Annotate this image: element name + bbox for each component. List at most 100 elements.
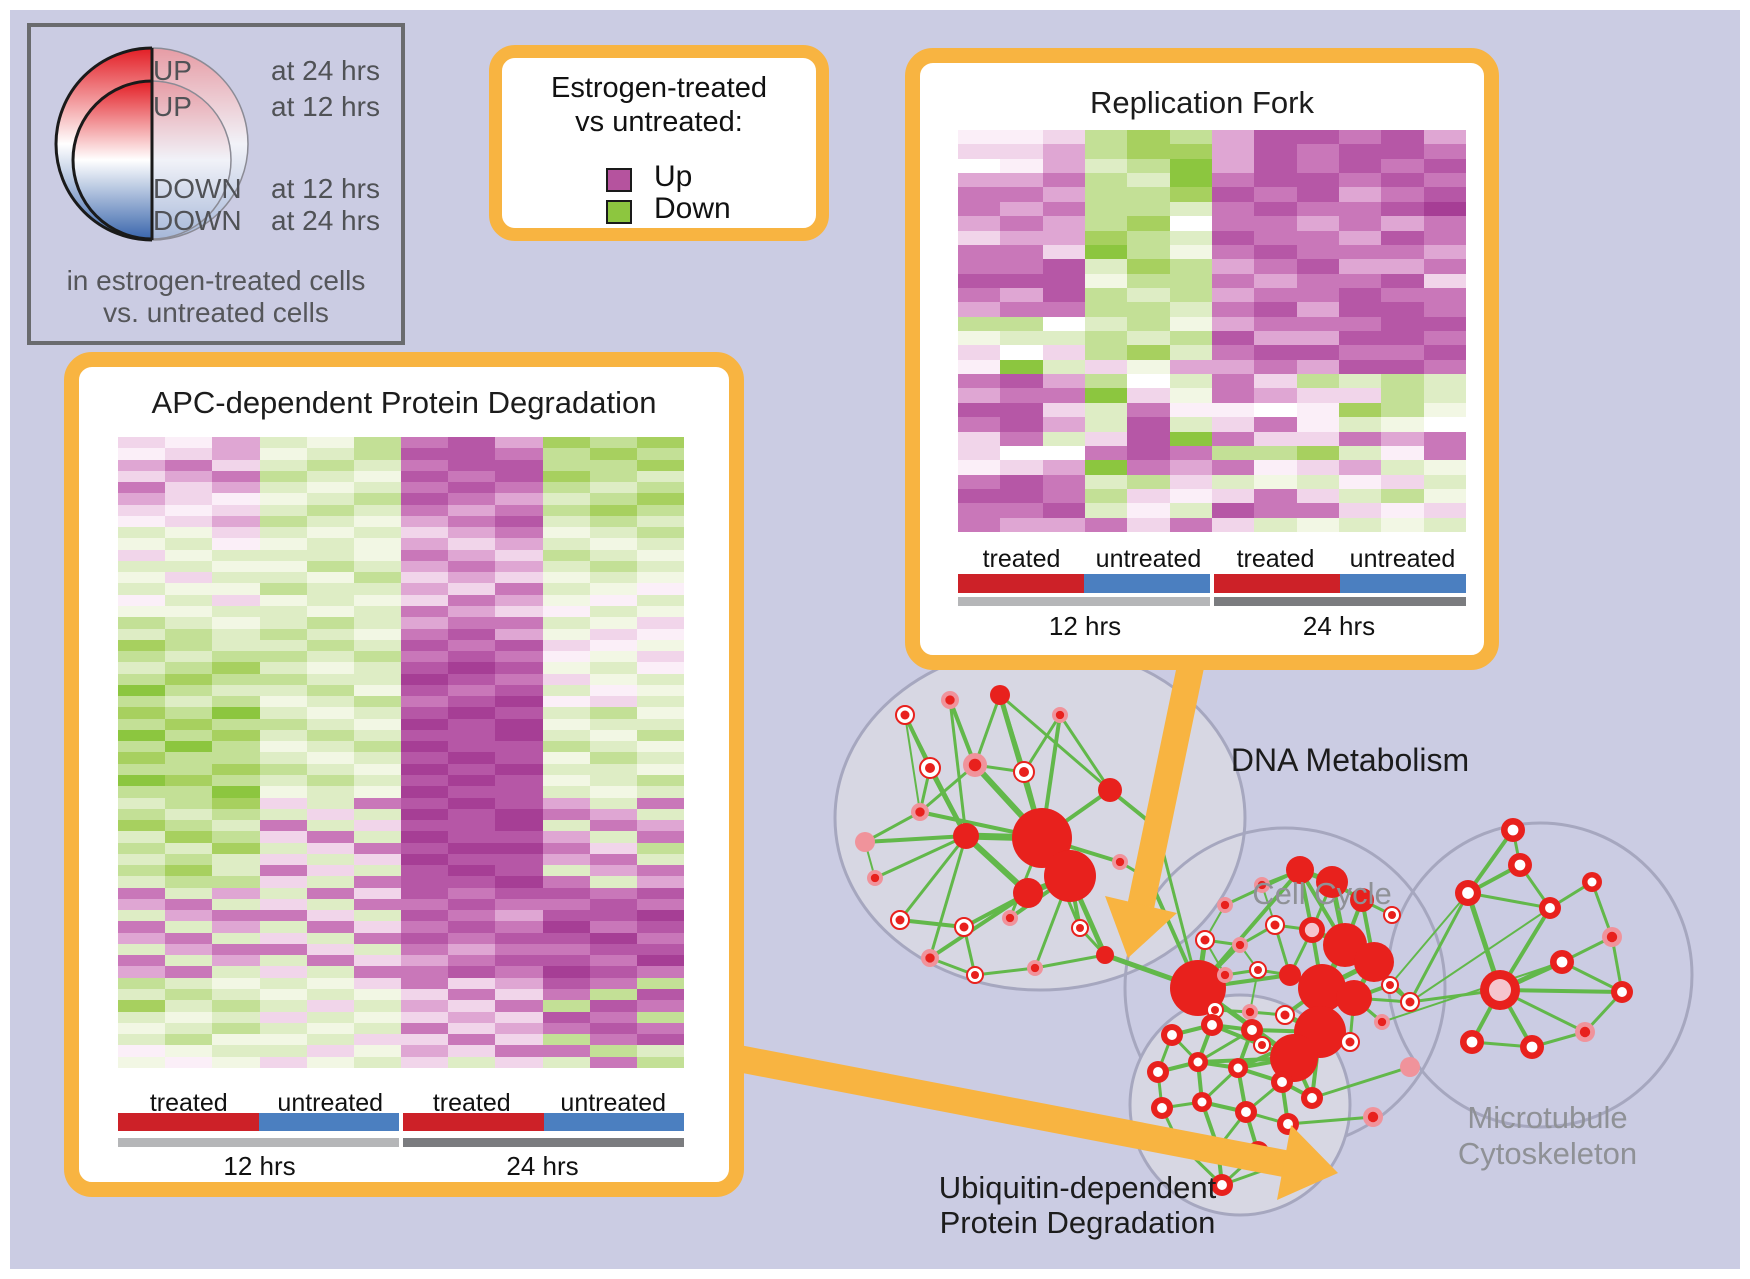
network-node-halo <box>954 917 974 937</box>
ring-legend-time-12b: at 12 hrs <box>271 173 380 204</box>
condition-bar <box>543 1113 684 1131</box>
heatmap-row <box>118 515 685 528</box>
arrow-head <box>1105 896 1177 958</box>
network-node-pinkring <box>1217 967 1233 983</box>
ring-legend-box: UP at 24 hrs UP at 12 hrs DOWN at 12 hrs… <box>27 23 405 345</box>
heatmap-row <box>958 316 1466 332</box>
heatmap-row <box>118 1011 685 1023</box>
heatmap-row <box>958 130 1466 145</box>
heatmap-row <box>118 989 685 1001</box>
time-bar <box>118 1138 399 1147</box>
network-node-pinkring <box>1217 897 1233 913</box>
ring-legend-time-24b: at 24 hrs <box>271 205 380 236</box>
condition-label: treated <box>432 1089 511 1117</box>
heatmap-row <box>118 617 685 629</box>
network-node-solid <box>1013 878 1043 908</box>
heatmap-row <box>118 437 685 449</box>
condition-label: treated <box>982 545 1061 573</box>
condition-labels: treated untreated treated untreated <box>118 1089 684 1117</box>
network-node-pinkring <box>1374 1014 1390 1030</box>
network-node-target <box>1192 1092 1212 1112</box>
heatmap-row <box>958 374 1466 389</box>
condition-label: untreated <box>277 1089 384 1117</box>
network-node-halo <box>966 966 984 984</box>
network-node-solid <box>1012 808 1072 868</box>
network-node-target <box>1211 1174 1233 1196</box>
network-node-target <box>1161 1024 1183 1046</box>
heatmap-row <box>118 707 685 719</box>
network-node-solid <box>953 823 979 849</box>
ubiquitin-degradation-label: Ubiquitin-dependent Protein Degradation <box>900 1170 1255 1240</box>
network-node-pinkring <box>921 949 939 967</box>
network-node-solid <box>1298 964 1346 1012</box>
condition-label: treated <box>1236 545 1315 573</box>
heatmap-row <box>958 201 1466 217</box>
condition-bar <box>1084 574 1210 593</box>
network-node-halo <box>1265 915 1285 935</box>
cell-cycle-label: Cell Cycle <box>1252 876 1392 911</box>
ring-legend-caption-2: vs. untreated cells <box>103 297 329 328</box>
heatmap-row <box>118 1022 685 1035</box>
network-node-halo <box>1071 919 1089 937</box>
time-bar <box>1214 597 1466 606</box>
heatmap-row <box>118 898 685 911</box>
network-node-pinkring <box>1602 927 1622 947</box>
up-label: Up <box>654 160 693 193</box>
heatmap-row <box>958 359 1466 375</box>
heatmap-row <box>118 831 685 843</box>
network-node-halo <box>1381 976 1399 994</box>
heatmap-row <box>118 943 685 956</box>
network-node-solid <box>1354 942 1394 982</box>
condition-labels: treated untreated treated untreated <box>958 545 1466 573</box>
heatmap-row <box>118 842 685 854</box>
up-swatch <box>606 168 632 192</box>
network-node-target <box>1550 950 1574 974</box>
heatmap-row <box>118 752 685 764</box>
network-node-target <box>1241 1019 1263 1041</box>
heatmap-row <box>118 482 685 494</box>
network-node-bigpink <box>1299 917 1325 943</box>
network-node-solid <box>1096 946 1114 964</box>
heatmap-row <box>118 459 685 471</box>
heatmap-row <box>958 158 1466 174</box>
network-node-target <box>1301 1087 1323 1109</box>
network-node-target <box>1582 872 1602 892</box>
heatmap-row <box>958 417 1466 432</box>
network-node-solid <box>1270 1034 1318 1082</box>
network-node-target <box>1501 818 1525 842</box>
network-node-solid <box>1279 964 1301 986</box>
heatmap-row <box>118 572 685 584</box>
network-node-halo <box>1340 1032 1360 1052</box>
heatmap-row <box>958 460 1466 475</box>
network-node-halo <box>1383 906 1401 924</box>
network-node-pinkring <box>1027 960 1043 976</box>
time-bar <box>958 597 1210 606</box>
network-node-halo <box>1275 1005 1295 1025</box>
network-node-target <box>1147 1061 1169 1083</box>
network-node-pinkring <box>867 870 883 886</box>
network-node-target <box>1151 1097 1173 1119</box>
heatmap-row <box>958 431 1466 446</box>
condition-bars <box>958 574 1466 593</box>
time-labels: 12 hrs 24 hrs <box>958 611 1466 641</box>
time-label: 12 hrs <box>223 1151 296 1181</box>
heatmap-row <box>118 549 685 561</box>
network-node-target <box>1460 1030 1484 1054</box>
network-node-pinkring <box>1002 910 1018 926</box>
heatmap-row <box>958 474 1466 489</box>
ring-legend-time-24: at 24 hrs <box>271 55 380 86</box>
network-node-solid <box>1316 866 1348 898</box>
network-node-halo <box>1249 961 1267 979</box>
heatmap-row <box>118 741 685 753</box>
network-node-target <box>1611 981 1633 1003</box>
network-node-solid <box>1044 850 1096 902</box>
time-label: 24 hrs <box>1302 611 1376 641</box>
network-node-halo <box>895 705 915 725</box>
heatmap-row <box>958 402 1466 418</box>
heatmap-row <box>118 493 685 505</box>
microtubule-label-line1: Microtubule <box>1467 1100 1628 1135</box>
condition-label: treated <box>149 1089 228 1117</box>
heatmap-row <box>118 853 685 866</box>
replication-fork-heatmap <box>958 130 1466 533</box>
heatmap-row <box>118 1034 685 1046</box>
